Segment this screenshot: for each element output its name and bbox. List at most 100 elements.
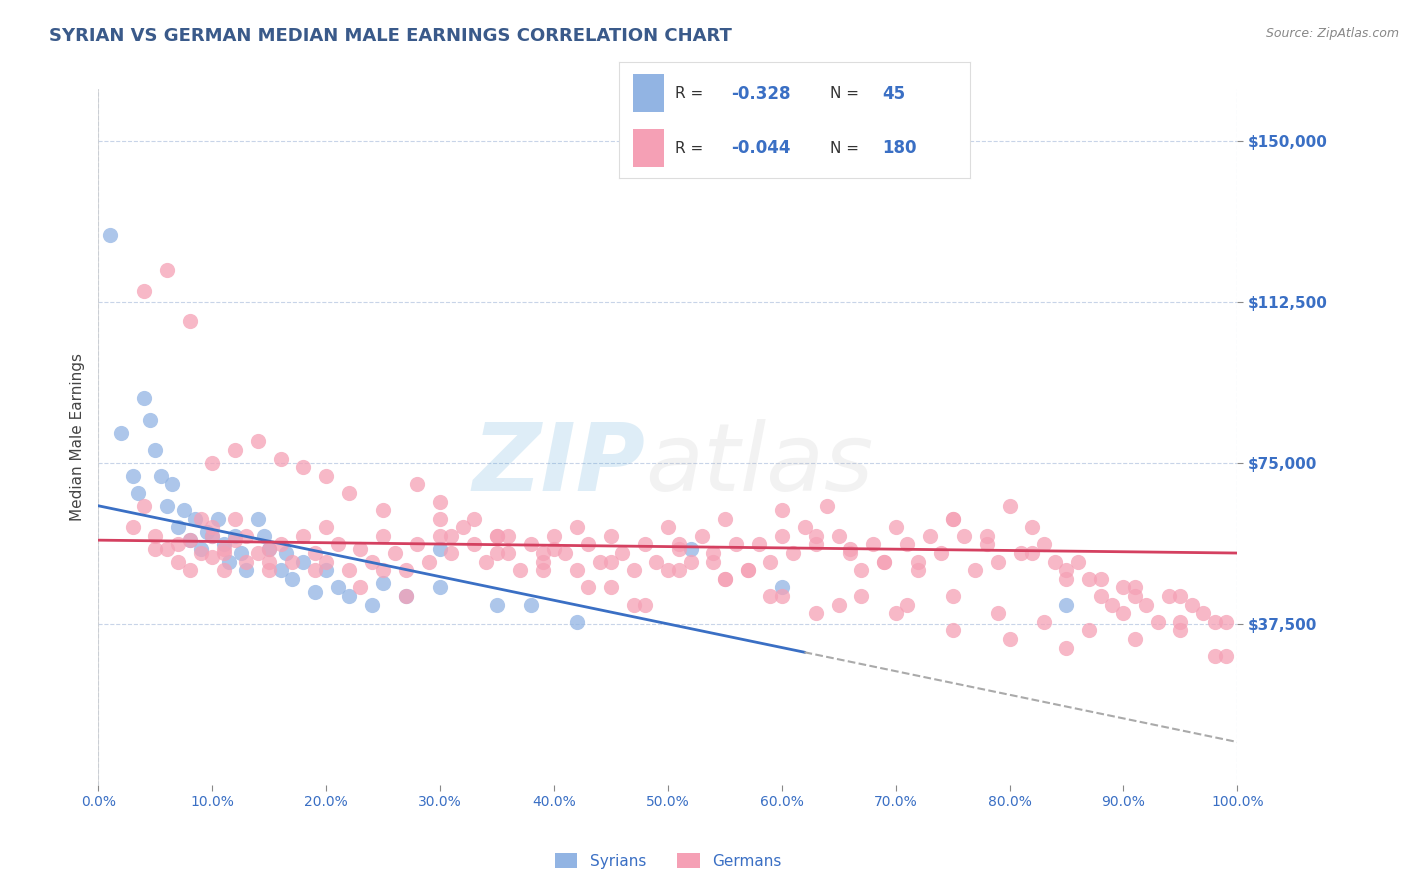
Point: [429, 581, 451, 595]
Point: [942, 511, 965, 525]
Point: [1010, 546, 1032, 560]
Point: [201, 550, 224, 565]
Point: [1170, 624, 1192, 638]
Point: [576, 537, 599, 551]
Point: [252, 529, 274, 543]
Point: [110, 425, 132, 440]
Point: [371, 529, 394, 543]
Point: [337, 589, 360, 603]
Point: [1215, 649, 1237, 664]
Point: [987, 555, 1010, 569]
Text: Source: ZipAtlas.com: Source: ZipAtlas.com: [1265, 27, 1399, 40]
Point: [167, 555, 190, 569]
Point: [371, 576, 394, 591]
Point: [190, 541, 212, 556]
Point: [600, 555, 623, 569]
Point: [463, 537, 485, 551]
Point: [486, 546, 509, 560]
Point: [828, 598, 851, 612]
Point: [531, 546, 554, 560]
Point: [509, 563, 531, 577]
Point: [440, 546, 463, 560]
Point: [98, 228, 121, 243]
Point: [1192, 606, 1215, 620]
Point: [668, 541, 690, 556]
Point: [406, 537, 429, 551]
Point: [121, 520, 143, 534]
Point: [1090, 589, 1112, 603]
Point: [270, 451, 292, 466]
Point: [884, 606, 907, 620]
Point: [429, 529, 451, 543]
Point: [657, 563, 679, 577]
Point: [304, 584, 326, 599]
Point: [395, 589, 418, 603]
Point: [1135, 598, 1157, 612]
Point: [1215, 615, 1237, 629]
Point: [679, 555, 702, 569]
Point: [132, 392, 155, 406]
Point: [156, 541, 179, 556]
Point: [828, 529, 851, 543]
Point: [224, 533, 246, 548]
Point: [1054, 640, 1078, 655]
Point: [1146, 615, 1168, 629]
Point: [543, 541, 565, 556]
Point: [896, 537, 918, 551]
Point: [600, 581, 623, 595]
Point: [132, 499, 155, 513]
Point: [1204, 649, 1226, 664]
Point: [998, 499, 1021, 513]
Point: [235, 529, 257, 543]
Point: [657, 520, 679, 534]
Point: [179, 533, 201, 548]
Point: [976, 537, 998, 551]
Point: [645, 555, 668, 569]
Point: [207, 511, 229, 525]
Point: [862, 537, 884, 551]
Point: [281, 555, 304, 569]
Point: [815, 499, 838, 513]
Point: [259, 541, 281, 556]
Point: [668, 563, 690, 577]
Point: [498, 546, 520, 560]
Point: [429, 494, 451, 508]
Point: [554, 546, 576, 560]
Point: [804, 537, 827, 551]
Point: [145, 541, 167, 556]
Point: [1181, 598, 1204, 612]
Point: [1170, 615, 1192, 629]
Point: [326, 581, 349, 595]
Point: [588, 555, 610, 569]
Point: [839, 541, 862, 556]
Point: [218, 555, 240, 569]
Point: [1078, 624, 1101, 638]
Point: [395, 589, 418, 603]
Point: [1112, 606, 1135, 620]
Point: [1112, 581, 1135, 595]
Point: [748, 537, 770, 551]
Point: [259, 555, 281, 569]
Point: [759, 589, 782, 603]
Point: [634, 598, 657, 612]
Point: [179, 314, 201, 328]
Point: [304, 546, 326, 560]
Point: [179, 533, 201, 548]
Point: [315, 520, 337, 534]
Point: [179, 563, 201, 577]
Y-axis label: Median Male Earnings: Median Male Earnings: [69, 353, 84, 521]
Point: [201, 529, 224, 543]
Point: [162, 477, 184, 491]
Point: [851, 589, 873, 603]
Point: [770, 529, 793, 543]
Point: [429, 541, 451, 556]
Text: 180: 180: [883, 139, 917, 157]
Point: [498, 529, 520, 543]
Point: [235, 555, 257, 569]
Point: [918, 529, 941, 543]
Point: [531, 555, 554, 569]
Point: [1123, 589, 1146, 603]
Point: [565, 563, 588, 577]
Point: [793, 520, 815, 534]
Point: [873, 555, 896, 569]
